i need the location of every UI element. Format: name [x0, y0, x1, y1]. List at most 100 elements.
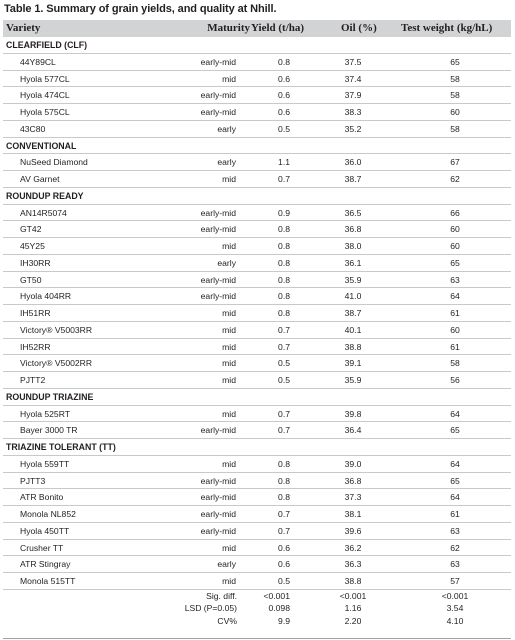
statistics-block: Sig. diff. <0.001 <0.001 <0.001 LSD (P=0.05)…: [3, 590, 511, 639]
stat-label: LSD (P=0.05): [184, 603, 237, 614]
test-weight-cell: 65: [450, 257, 460, 268]
maturity-cell: mid: [222, 324, 236, 335]
yield-cell: 0.9: [278, 207, 290, 218]
table-row: PJTT2 mid 0.5 35.9 56: [3, 372, 511, 389]
test-weight-cell: 56: [450, 375, 460, 385]
table-row: GT50 early-mid 0.8 35.9 63: [3, 272, 511, 289]
oil-cell: 39.6: [344, 525, 362, 536]
table-row: Crusher TT mid 0.6 36.2 62: [3, 540, 511, 557]
header-test-weight: Test weight (kg/hL): [401, 22, 493, 34]
stat-yield: 9.9: [278, 615, 290, 626]
maturity-cell: early: [217, 559, 236, 570]
table-row: IH52RR mid 0.7 38.8 61: [3, 339, 511, 356]
oil-cell: 35.9: [344, 274, 362, 285]
yield-cell: 0.8: [278, 458, 290, 469]
table-row: Hyola 404RR early-mid 0.8 41.0 64: [3, 288, 511, 305]
table-row: ATR Bonito early-mid 0.8 37.3 64: [3, 489, 511, 506]
maturity-cell: early-mid: [200, 525, 236, 536]
section-name: CONVENTIONAL: [6, 140, 77, 151]
yield-cell: 0.6: [278, 542, 290, 553]
oil-cell: 38.8: [344, 341, 362, 352]
yield-cell: 0.6: [278, 107, 290, 117]
oil-cell: 38.8: [344, 576, 362, 586]
yield-cell: 0.8: [278, 56, 290, 67]
stat-row: LSD (P=0.05) 0.098 1.16 3.54: [3, 602, 511, 615]
variety-cell: GT50: [20, 274, 42, 285]
oil-cell: 38.1: [344, 509, 362, 519]
test-weight-cell: 58: [450, 358, 460, 369]
test-weight-cell: 66: [450, 207, 460, 218]
stat-oil: 1.16: [344, 603, 362, 614]
stat-yield: 0.098: [268, 603, 290, 614]
test-weight-cell: 62: [450, 174, 460, 184]
oil-cell: 39.0: [344, 458, 362, 469]
test-weight-cell: 65: [450, 56, 460, 67]
test-weight-cell: 64: [450, 291, 460, 302]
test-weight-cell: 57: [450, 576, 460, 586]
section-name: TRIAZINE TOLERANT (TT): [6, 442, 116, 452]
table-row: 44Y89CL early-mid 0.8 37.5 65: [3, 54, 511, 71]
oil-cell: 36.8: [344, 224, 362, 235]
maturity-cell: early: [217, 257, 236, 268]
table-body: CLEARFIELD (CLF) 44Y89CL early-mid 0.8 37.5 6…: [3, 37, 511, 590]
test-weight-cell: 63: [450, 274, 460, 285]
variety-cell: IH30RR: [20, 257, 51, 268]
test-weight-cell: 60: [450, 241, 460, 251]
maturity-cell: early-mid: [200, 274, 236, 285]
table-row: Hyola 577CL mid 0.6 37.4 58: [3, 71, 511, 88]
oil-cell: 41.0: [344, 291, 362, 302]
variety-cell: 44Y89CL: [20, 56, 56, 67]
oil-cell: 36.5: [344, 207, 362, 218]
section-header-row: CONVENTIONAL: [3, 138, 511, 155]
oil-cell: 39.8: [344, 408, 362, 419]
yield-cell: 0.8: [278, 257, 290, 268]
oil-cell: 36.4: [344, 425, 362, 436]
test-weight-cell: 61: [450, 341, 460, 352]
table-row: AN14R5074 early-mid 0.9 36.5 66: [3, 205, 511, 222]
test-weight-cell: 60: [450, 224, 460, 235]
maturity-cell: early-mid: [200, 224, 236, 235]
variety-cell: Monola 515TT: [20, 576, 76, 586]
maturity-cell: early-mid: [200, 425, 236, 436]
header-maturity: Maturity: [207, 22, 250, 34]
table-row: Hyola 525RT mid 0.7 39.8 64: [3, 406, 511, 423]
test-weight-cell: 58: [450, 73, 460, 84]
oil-cell: 38.7: [344, 174, 362, 184]
table-row: Monola 515TT mid 0.5 38.8 57: [3, 573, 511, 590]
section-name: ROUNDUP READY: [6, 190, 84, 201]
stat-oil: 2.20: [344, 615, 362, 626]
yield-cell: 0.7: [278, 425, 290, 436]
yield-cell: 0.7: [278, 509, 290, 519]
test-weight-cell: 64: [450, 492, 460, 503]
yield-cell: 0.5: [278, 375, 290, 385]
table-title: Table 1. Summary of grain yields, and qu…: [4, 3, 277, 15]
table-row: Hyola 474CL early-mid 0.6 37.9 58: [3, 87, 511, 104]
oil-cell: 37.4: [344, 73, 362, 84]
maturity-cell: mid: [222, 576, 236, 586]
grain-yield-table: Variety Maturity Yield (t/ha) Oil (%) Te…: [3, 20, 511, 639]
variety-cell: NuSeed Diamond: [20, 157, 88, 168]
maturity-cell: mid: [222, 308, 236, 318]
stat-label: CV%: [217, 615, 237, 626]
variety-cell: Victory® V5003RR: [20, 324, 93, 335]
oil-cell: 36.3: [344, 559, 362, 570]
variety-cell: Hyola 450TT: [20, 525, 70, 536]
test-weight-cell: 60: [450, 107, 460, 117]
table-row: Monola NL852 early-mid 0.7 38.1 61: [3, 506, 511, 523]
variety-cell: ATR Bonito: [20, 492, 64, 503]
variety-cell: 45Y25: [20, 241, 45, 251]
maturity-cell: mid: [222, 174, 236, 184]
test-weight-cell: 58: [450, 123, 460, 134]
maturity-cell: mid: [222, 375, 236, 385]
maturity-cell: early: [217, 123, 236, 134]
table-row: Victory® V5003RR mid 0.7 40.1 60: [3, 322, 511, 339]
yield-cell: 0.7: [278, 324, 290, 335]
test-weight-cell: 65: [450, 425, 460, 436]
stat-row: Sig. diff. <0.001 <0.001 <0.001: [3, 590, 511, 603]
yield-cell: 0.8: [278, 291, 290, 302]
test-weight-cell: 64: [450, 458, 460, 469]
section-header-row: ROUNDUP TRIAZINE: [3, 389, 511, 406]
variety-cell: PJTT3: [20, 475, 46, 486]
stat-test-weight: <0.001: [441, 590, 469, 601]
test-weight-cell: 61: [450, 509, 460, 519]
